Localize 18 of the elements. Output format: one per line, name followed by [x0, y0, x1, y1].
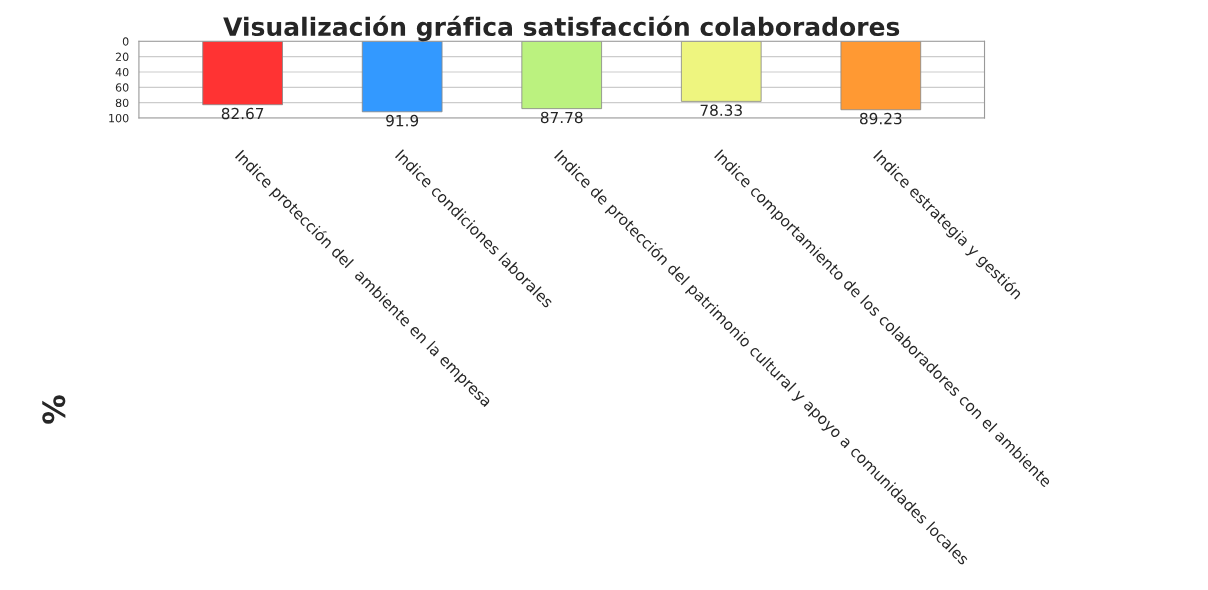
data-label: 78.33 — [700, 104, 742, 116]
data-label: 89.23 — [859, 112, 902, 125]
data-label: 87.78 — [540, 111, 583, 124]
y-tick-label: 60 — [115, 83, 129, 92]
y-tick-label: 100 — [109, 113, 129, 123]
bar — [361, 41, 443, 113]
y-tick-label: 20 — [115, 52, 129, 62]
bar — [521, 41, 603, 110]
bar — [840, 41, 922, 111]
bar — [202, 41, 283, 106]
y-axis-title: % — [42, 395, 66, 424]
bar — [680, 41, 762, 102]
y-tick-label: 0 — [122, 37, 129, 46]
y-tick-label: 40 — [115, 67, 129, 77]
chart-title: Visualización gráfica satisfacción colaboradores — [223, 15, 900, 42]
data-label: 82.67 — [221, 107, 264, 120]
y-tick-label: 80 — [115, 98, 129, 108]
data-label: 91.9 — [386, 114, 419, 127]
